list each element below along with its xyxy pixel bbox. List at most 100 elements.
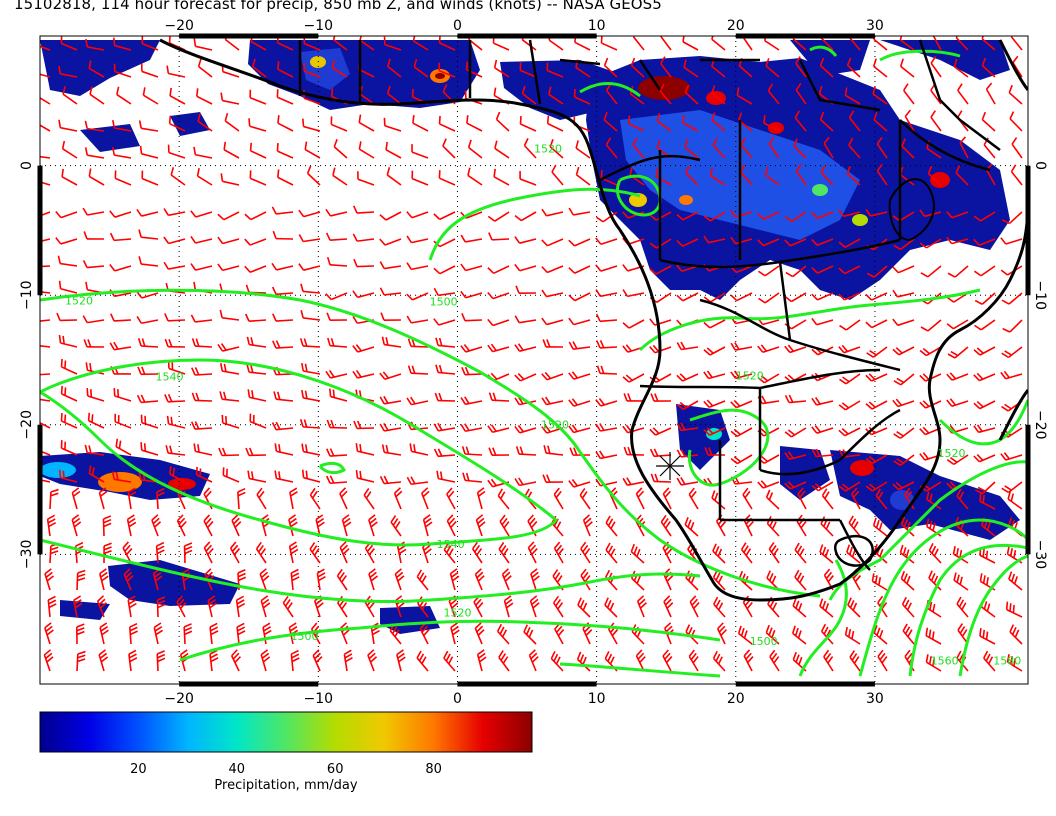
wind-barb: [514, 477, 537, 487]
wind-barb: [514, 236, 537, 244]
wind-barb: [791, 625, 807, 645]
wind-barb: [325, 292, 348, 301]
wind-barb: [605, 137, 618, 159]
wind-barb: [919, 346, 942, 357]
wind-barb: [838, 400, 861, 411]
wind-barb: [784, 427, 807, 438]
wind-barb: [947, 346, 969, 359]
wind-barb: [412, 36, 429, 51]
precipitation-colorbar: 20 40 60 80 Precipitation, mm/day: [39, 711, 533, 793]
wind-barb: [487, 343, 510, 353]
wind-barb: [438, 115, 456, 132]
wind-barb: [301, 469, 321, 483]
wind-barb: [153, 622, 164, 645]
wind-barb: [575, 140, 591, 159]
wind-barb: [730, 399, 753, 409]
wind-barb: [137, 338, 159, 348]
wind-barb: [603, 57, 618, 78]
wind-barb: [274, 470, 294, 483]
wind-barb: [99, 568, 109, 591]
wind-barb: [58, 65, 78, 78]
wind-barb: [217, 343, 240, 352]
wind-barb: [298, 209, 321, 218]
wind-barb: [386, 85, 402, 105]
wind-barb: [495, 111, 510, 132]
wind-barb: [127, 487, 137, 510]
wind-barb: [501, 568, 512, 591]
precip-core: [852, 214, 868, 226]
wind-barb: [543, 445, 564, 456]
wind-barb: [630, 57, 645, 78]
wind-barb: [466, 115, 483, 132]
wind-barb: [126, 514, 137, 537]
wind-barb: [462, 472, 483, 483]
wind-barb: [901, 138, 915, 159]
wind-barb: [930, 56, 942, 78]
contour-line: [858, 518, 1028, 677]
wind-barb: [353, 258, 375, 268]
wind-barb: [730, 210, 753, 218]
wind-barb: [925, 627, 942, 645]
wind-barb: [249, 413, 267, 429]
colorbar-tick-label: 20: [130, 762, 147, 777]
wind-barb: [635, 487, 645, 510]
wind-barb: [460, 396, 483, 406]
wind-barb: [740, 137, 753, 159]
wind-barb: [847, 597, 861, 618]
wind-barb: [784, 481, 807, 490]
lat-tick-label-left: −20: [19, 410, 35, 440]
wind-barb: [568, 207, 591, 216]
wind-barb: [300, 310, 321, 321]
wind-barb: [768, 541, 780, 564]
wind-barb: [325, 208, 348, 217]
wind-barb: [325, 232, 348, 241]
wind-barb: [811, 265, 834, 274]
wind-barb: [217, 236, 240, 245]
wind-barb: [550, 651, 564, 672]
wind-barb: [330, 116, 348, 132]
wind-barb: [461, 366, 483, 376]
wind-barb: [168, 115, 186, 132]
wind-barb: [684, 517, 699, 537]
wind-barb: [111, 471, 132, 483]
wind-barb: [40, 345, 51, 348]
wind-barb: [315, 514, 325, 537]
wind-barb: [580, 568, 591, 591]
precip-area: [60, 600, 110, 620]
wind-barb: [519, 62, 537, 78]
wind-barb: [892, 289, 915, 298]
wind-barb: [660, 56, 672, 78]
wind-barb: [381, 336, 402, 348]
precip-area: [40, 40, 160, 96]
wind-barb: [515, 285, 537, 295]
wind-barb: [325, 370, 348, 379]
wind-barb: [306, 165, 321, 186]
wind-barb: [1001, 211, 1023, 225]
wind-barb: [276, 143, 294, 159]
wind-barb: [176, 595, 187, 618]
wind-barb: [312, 649, 323, 672]
wind-barb: [979, 493, 996, 510]
wind-barb: [712, 543, 726, 564]
wind-barb: [795, 82, 807, 105]
wind-barb: [650, 473, 672, 483]
precip-area: [170, 112, 210, 136]
wind-barb: [272, 313, 294, 322]
wind-barb: [575, 166, 591, 186]
wind-barb: [231, 514, 242, 537]
wind-barb: [111, 147, 132, 159]
wind-barb: [86, 387, 105, 402]
wind-barb: [493, 168, 510, 186]
wind-barb: [435, 337, 456, 348]
wind-barb: [60, 413, 78, 429]
wind-barb: [703, 427, 726, 436]
wind-barb: [676, 422, 699, 432]
wind-barb: [416, 569, 429, 591]
wind-barb: [877, 649, 888, 672]
wind-barb: [383, 36, 402, 51]
wind-barb: [433, 265, 456, 275]
wind-barb: [139, 145, 159, 159]
wind-barb: [61, 168, 78, 186]
wind-barb: [169, 87, 186, 105]
wind-barb: [301, 389, 321, 402]
